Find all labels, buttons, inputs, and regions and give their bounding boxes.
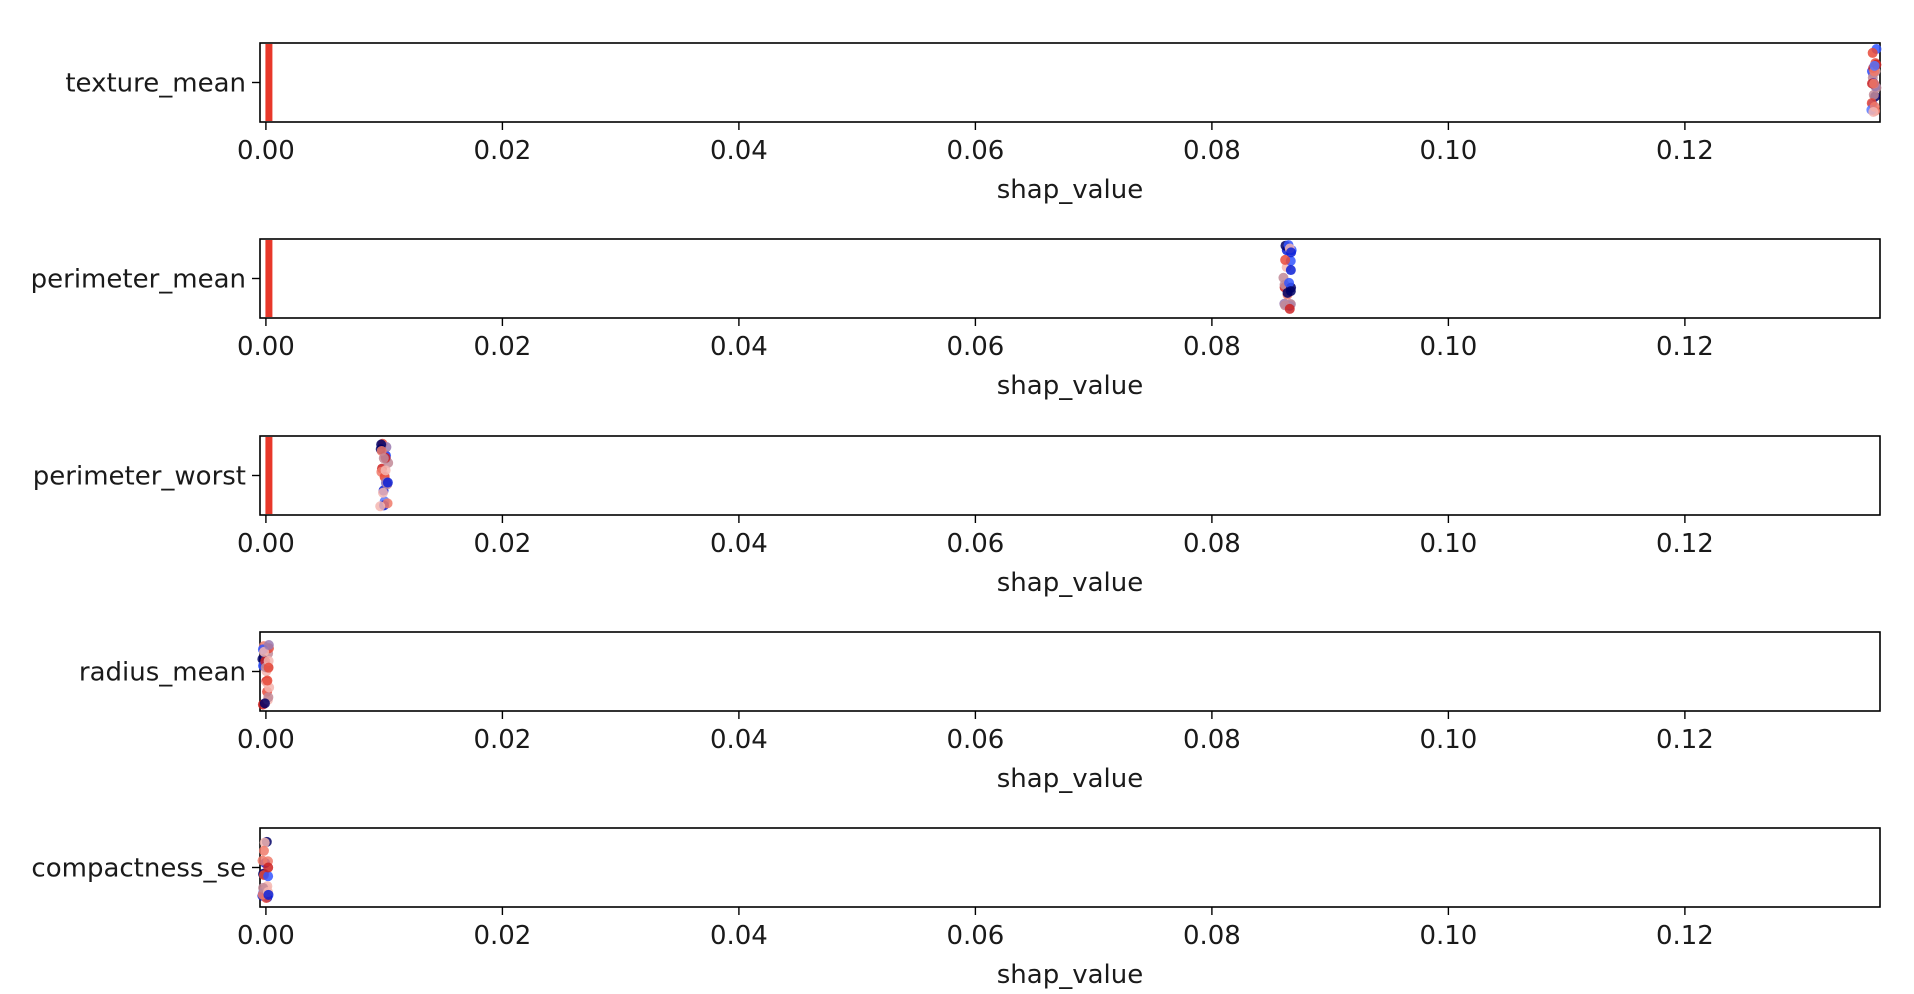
x-tick-label: 0.08: [1183, 529, 1241, 559]
x-tick-label: 0.12: [1656, 136, 1714, 166]
x-tick-label: 0.04: [710, 725, 768, 755]
x-tick-label: 0.08: [1183, 136, 1241, 166]
x-tick-label: 0.00: [237, 529, 295, 559]
panels-group: texture_mean 0.00 0.02 0.04 0.06 0.08 0.10 0.12…: [31, 42, 1882, 990]
data-point: [1280, 254, 1291, 265]
x-tick-label: 0.08: [1183, 921, 1241, 951]
data-point: [1284, 277, 1295, 288]
x-tick-label: 0.12: [1656, 529, 1714, 559]
x-tick-label: 0.06: [946, 136, 1004, 166]
x-tick-label: 0.02: [473, 725, 531, 755]
data-point: [263, 639, 274, 650]
y-label: texture_mean: [65, 69, 246, 99]
x-tick-label: 0.02: [473, 136, 531, 166]
x-tick-label: 0.08: [1183, 725, 1241, 755]
x-tick-label: 0.10: [1419, 921, 1477, 951]
x-tick-label: 0.04: [710, 136, 768, 166]
x-tick-label: 0.12: [1656, 725, 1714, 755]
x-tick-label: 0.10: [1419, 529, 1477, 559]
x-axis-label: shap_value: [997, 568, 1143, 598]
x-tick-label: 0.02: [473, 529, 531, 559]
x-tick-label: 0.10: [1419, 332, 1477, 362]
data-point: [1284, 303, 1295, 314]
data-point: [258, 845, 269, 856]
y-label: perimeter_worst: [33, 462, 246, 492]
x-tick-label: 0.12: [1656, 332, 1714, 362]
data-point: [1868, 106, 1879, 117]
x-tick-label: 0.08: [1183, 332, 1241, 362]
x-tick-label: 0.04: [710, 332, 768, 362]
data-point: [378, 487, 389, 498]
x-axis-label: shap_value: [997, 960, 1143, 990]
data-point: [375, 501, 386, 512]
data-point: [380, 465, 391, 476]
x-tick-label: 0.12: [1656, 921, 1714, 951]
x-tick-label: 0.02: [473, 332, 531, 362]
x-axis-label: shap_value: [997, 764, 1143, 794]
x-tick-label: 0.00: [237, 725, 295, 755]
x-tick-label: 0.00: [237, 136, 295, 166]
data-point: [1285, 286, 1296, 297]
x-tick-label: 0.06: [946, 725, 1004, 755]
data-point: [1869, 78, 1880, 89]
x-tick-label: 0.02: [473, 921, 531, 951]
x-tick-label: 0.04: [710, 921, 768, 951]
data-point: [262, 675, 273, 686]
y-label: compactness_se: [31, 854, 246, 884]
x-tick-label: 0.06: [946, 921, 1004, 951]
data-point: [259, 837, 270, 848]
panel-perimeter-mean: perimeter_mean 0.00 0.02 0.04 0.06 0.08 0.10 0.…: [31, 238, 1881, 401]
panel-texture-mean: texture_mean 0.00 0.02 0.04 0.06 0.08 0.10 0.12…: [65, 42, 1882, 205]
panel-radius-mean: radius_mean 0.00 0.02 0.04 0.06 0.08 0.10 0.12 s…: [79, 631, 1881, 794]
y-label: radius_mean: [79, 658, 246, 688]
data-point: [263, 862, 274, 873]
x-axis-label: shap_value: [997, 371, 1143, 401]
data-point: [1286, 247, 1297, 258]
data-point: [263, 662, 274, 673]
x-tick-label: 0.06: [946, 529, 1004, 559]
x-tick-label: 0.10: [1419, 136, 1477, 166]
x-axis-label: shap_value: [997, 175, 1143, 205]
data-point: [1285, 265, 1296, 276]
data-point: [378, 453, 389, 464]
panel-compactness-se: compactness_se 0.00 0.02 0.04 0.06 0.08 0.10 0.…: [31, 827, 1881, 990]
data-point: [263, 889, 274, 900]
x-tick-label: 0.04: [710, 529, 768, 559]
x-tick-label: 0.10: [1419, 725, 1477, 755]
panel-perimeter-worst: perimeter_worst 0.00 0.02 0.04 0.06 0.08 0.10 0…: [33, 435, 1881, 598]
data-point: [1869, 60, 1880, 71]
x-tick-label: 0.06: [946, 332, 1004, 362]
data-point: [259, 698, 270, 709]
x-tick-label: 0.00: [237, 921, 295, 951]
data-point: [382, 477, 393, 488]
y-label: perimeter_mean: [31, 265, 246, 295]
x-tick-label: 0.00: [237, 332, 295, 362]
data-point: [1867, 47, 1878, 58]
data-point: [263, 871, 274, 882]
